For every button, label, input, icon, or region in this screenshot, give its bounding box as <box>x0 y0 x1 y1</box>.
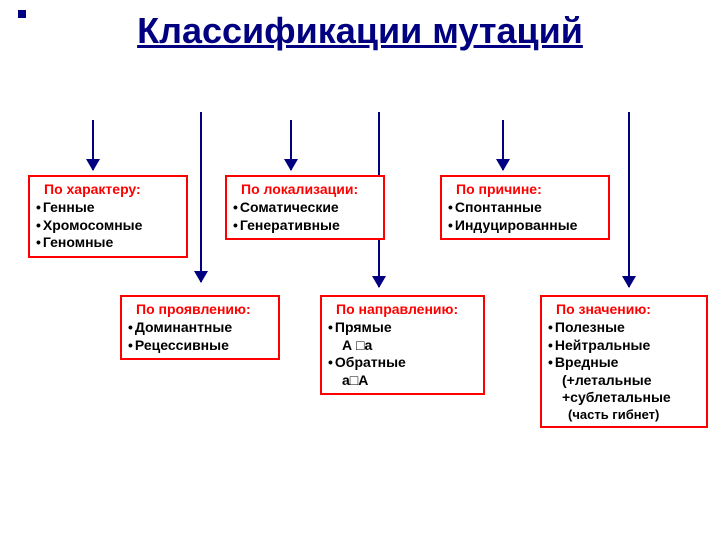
box-character: По характеру: Генные Хромосомные Геномны… <box>28 175 188 258</box>
box-significance-title: По значению: <box>556 301 700 317</box>
box-item: Вредные <box>548 354 700 372</box>
box-localization: По локализации: Соматические Генеративны… <box>225 175 385 240</box>
box-item: Обратные <box>328 354 477 372</box>
arrow-6 <box>628 112 630 287</box>
box-character-title: По характеру: <box>44 181 180 197</box>
box-cause-title: По причине: <box>456 181 602 197</box>
box-direction: По направлению: Прямые А □а Обратные а□А <box>320 295 485 395</box>
box-direction-title: По направлению: <box>336 301 477 317</box>
box-manifestation: По проявлению: Доминантные Рецессивные <box>120 295 280 360</box>
arrow-5 <box>502 120 504 170</box>
box-subitem: а□А <box>342 372 477 390</box>
box-item: Спонтанные <box>448 199 602 217</box>
box-extra: +сублетальные <box>562 389 700 407</box>
box-item: Прямые <box>328 319 477 337</box>
box-item: Полезные <box>548 319 700 337</box>
box-item: Генные <box>36 199 180 217</box>
box-cause: По причине: Спонтанные Индуцированные <box>440 175 610 240</box>
box-item: Рецессивные <box>128 337 272 355</box>
box-item: Генеративные <box>233 217 377 235</box>
main-title: Классификации мутаций <box>0 10 720 51</box>
box-item: Соматические <box>233 199 377 217</box>
box-item: Геномные <box>36 234 180 252</box>
box-extra: (+летальные <box>562 372 700 390</box>
box-localization-title: По локализации: <box>241 181 377 197</box>
arrow-3 <box>290 120 292 170</box>
arrow-1 <box>92 120 94 170</box>
box-item: Индуцированные <box>448 217 602 235</box>
box-item: Хромосомные <box>36 217 180 235</box>
box-item: Нейтральные <box>548 337 700 355</box>
box-last: (часть гибнет) <box>568 407 700 422</box>
box-item: Доминантные <box>128 319 272 337</box>
arrow-2 <box>200 112 202 282</box>
box-significance: По значению: Полезные Нейтральные Вредны… <box>540 295 708 428</box>
box-subitem: А □а <box>342 337 477 355</box>
box-manifestation-title: По проявлению: <box>136 301 272 317</box>
